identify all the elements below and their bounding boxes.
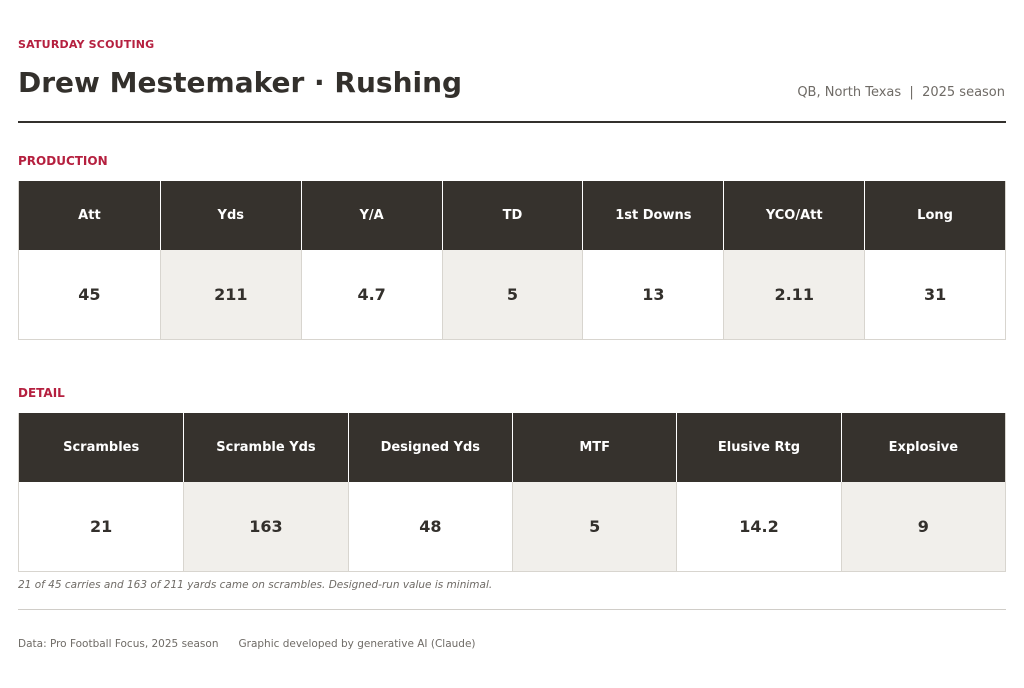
production-header-td: TD [441,181,583,250]
footer-divider [18,609,1006,610]
footnote: 21 of 45 carries and 163 of 211 yards ca… [18,579,493,591]
production-header-yds: Yds [159,181,301,250]
production-table: Att Yds Y/A TD 1st Downs YCO/Att Long 45… [18,181,1006,340]
production-value-td: 5 [441,250,583,339]
ai-credit: Graphic developed by generative AI (Clau… [238,638,476,650]
production-value-yds: 211 [159,250,301,339]
production-header-ya: Y/A [300,181,442,250]
page-title: Drew Mestemaker · Rushing [18,66,463,99]
footer: Data: Pro Football Focus, 2025 season Gra… [18,638,476,650]
production-header-att: Att [19,181,160,250]
source-credit: Data: Pro Football Focus, 2025 season [18,638,219,650]
detail-value-scrambles: 21 [19,482,184,571]
production-header-long: Long [864,181,1005,250]
detail-header-elusive-rtg: Elusive Rtg [676,413,841,482]
production-section-label: PRODUCTION [18,154,108,168]
production-header-yco-att: YCO/Att [723,181,865,250]
production-value-long: 31 [864,250,1005,339]
detail-header-scramble-yds: Scramble Yds [183,413,348,482]
kicker-label: SATURDAY SCOUTING [18,38,155,51]
production-value-att: 45 [19,250,160,339]
detail-table: Scrambles Scramble Yds Designed Yds MTF … [18,413,1006,572]
production-header-first-downs: 1st Downs [582,181,724,250]
detail-header-designed-yds: Designed Yds [347,413,512,482]
detail-value-scramble-yds: 163 [183,482,348,571]
detail-header-explosive: Explosive [840,413,1005,482]
detail-header-mtf: MTF [511,413,677,482]
detail-value-explosive: 9 [840,482,1005,571]
production-value-first-downs: 13 [582,250,724,339]
detail-section-label: DETAIL [18,386,65,400]
production-value-yco-att: 2.11 [723,250,865,339]
detail-header-scrambles: Scrambles [19,413,184,482]
production-value-ya: 4.7 [300,250,442,339]
detail-value-mtf: 5 [511,482,677,571]
player-subtitle: QB, North Texas | 2025 season [797,85,1005,100]
detail-value-elusive-rtg: 14.2 [676,482,841,571]
title-divider [18,121,1006,123]
detail-value-designed-yds: 48 [347,482,512,571]
